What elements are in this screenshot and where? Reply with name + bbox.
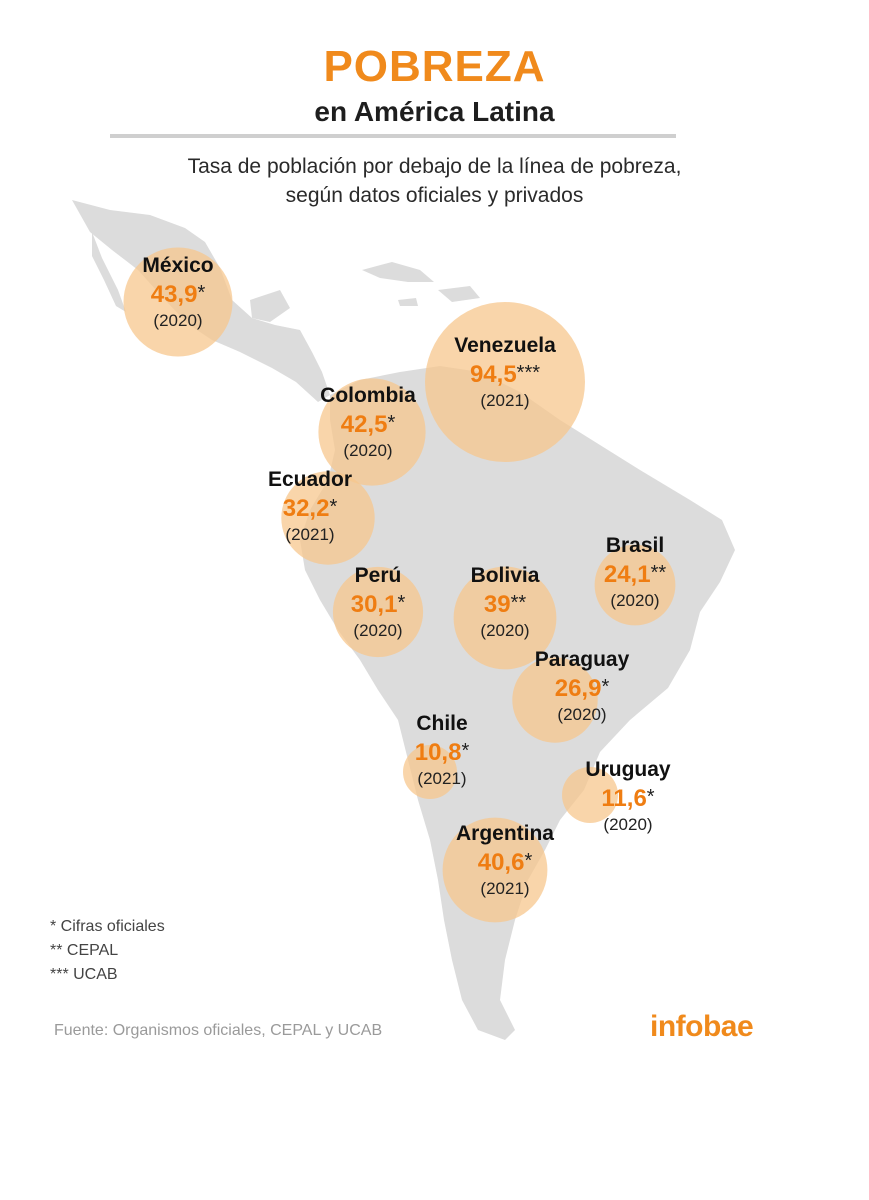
title-divider [110,134,676,138]
label-group-ecuador: Ecuador 32,2* (2021) [268,468,352,544]
label-group-peru: Perú 30,1* (2020) [351,564,406,640]
country-label-uruguay: Uruguay [585,758,671,781]
bubble-paraguay [512,657,598,743]
bubble-colombia [318,378,426,486]
value-label-paraguay: 26,9* [555,675,610,702]
label-group-argentina: Argentina 40,6* (2021) [456,822,554,898]
label-group-venezuela: Venezuela 94,5*** (2021) [454,334,556,410]
year-label-peru: (2020) [353,621,402,640]
value-label-venezuela: 94,5*** [470,361,540,388]
year-label-argentina: (2021) [480,879,529,898]
legend: * Cifras oficiales ** CEPAL *** UCAB [50,915,165,987]
legend-item-ucab: *** UCAB [50,966,118,983]
year-label-bolivia: (2020) [480,621,529,640]
year-label-ecuador: (2021) [285,525,334,544]
bubble-bolivia [453,566,557,670]
year-label-brasil: (2020) [610,591,659,610]
page-subtitle: en América Latina [314,96,555,127]
year-label-colombia: (2020) [343,441,392,460]
value-label-chile: 10,8* [415,739,470,766]
label-group-mexico: México 43,9* (2020) [142,254,213,330]
country-label-paraguay: Paraguay [535,648,630,671]
map-yucatan [250,290,290,322]
bubble-brasil [594,544,676,626]
value-label-argentina: 40,6* [478,849,533,876]
value-label-peru: 30,1* [351,591,406,618]
value-label-colombia: 42,5* [341,411,396,438]
legend-item-official: * Cifras oficiales [50,918,165,935]
source-note: Fuente: Organismos oficiales, CEPAL y UC… [54,1022,383,1039]
description: Tasa de población por debajo de la línea… [0,152,869,210]
year-label-paraguay: (2020) [557,705,606,724]
country-label-ecuador: Ecuador [268,468,352,491]
bubble-venezuela [425,302,585,462]
value-label-brasil: 24,1** [604,561,667,588]
year-label-uruguay: (2020) [603,815,652,834]
description-line-2: según datos oficiales y privados [285,184,584,207]
value-label-ecuador: 32,2* [283,495,338,522]
year-label-venezuela: (2021) [480,391,529,410]
infobae-logo: infobae [650,1010,754,1043]
bubble-uruguay [562,767,618,823]
year-label-mexico: (2020) [153,311,202,330]
country-label-brasil: Brasil [606,534,664,557]
map-cuba [362,262,434,282]
bubble-mexico [123,247,233,357]
year-label-chile: (2021) [417,769,466,788]
country-label-chile: Chile [416,712,467,735]
value-label-uruguay: 11,6* [601,785,654,812]
label-group-brasil: Brasil 24,1** (2020) [604,534,667,610]
bubble-peru [332,566,424,658]
value-label-bolivia: 39** [484,591,526,618]
description-line-1: Tasa de población por debajo de la línea… [187,155,682,178]
map-jamaica [398,298,418,306]
bubble-chile [403,745,457,799]
value-label-mexico: 43,9* [151,281,206,308]
label-group-paraguay: Paraguay 26,9* (2020) [535,648,630,724]
bubble-layer [123,247,676,923]
country-label-mexico: México [142,254,213,277]
label-group-uruguay: Uruguay 11,6* (2020) [585,758,671,834]
country-label-argentina: Argentina [456,822,554,845]
label-layer: México43,9*(2020)Venezuela94,5***(2021)C… [142,254,671,898]
map-hispaniola [438,286,480,302]
country-label-venezuela: Venezuela [454,334,556,357]
country-label-peru: Perú [355,564,402,587]
country-label-bolivia: Bolivia [471,564,540,587]
bubble-argentina [442,817,548,923]
page-title: POBREZA [323,42,546,91]
label-group-chile: Chile 10,8* (2021) [415,712,470,788]
country-label-colombia: Colombia [320,384,416,407]
map-baja-california [92,232,126,312]
label-group-colombia: Colombia 42,5* (2020) [320,384,416,460]
label-group-bolivia: Bolivia 39** (2020) [471,564,540,640]
bubble-ecuador [281,471,375,565]
legend-item-cepal: ** CEPAL [50,942,119,959]
